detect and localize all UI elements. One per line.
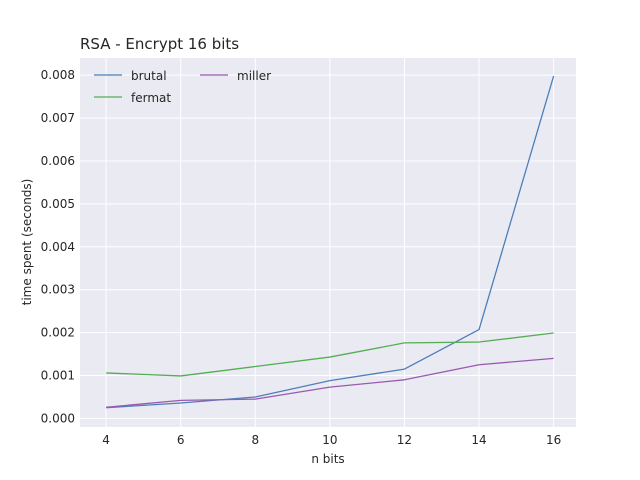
y-tick-labels: 0.000 0.001 0.002 0.003 0.004 0.005 0.006 0.007… [41,68,75,425]
plot-background [80,58,576,427]
x-tick-labels: 4 6 8 10 12 14 16 [102,433,561,447]
series-layer [106,75,555,409]
y-axis-label: time spent (seconds) [20,179,34,306]
grid-lines [80,58,576,427]
chart-title: RSA - Encrypt 16 bits [80,35,239,53]
series-line-fermat [106,332,554,377]
legend-label-brutal: brutal [131,69,167,83]
x-tick-label: 12 [397,433,412,447]
x-tick-label: 6 [177,433,185,447]
x-tick-label: 16 [546,433,561,447]
x-tick-label: 4 [102,433,110,447]
legend-label-miller: miller [237,69,271,83]
y-tick-label: 0.002 [41,326,75,340]
legend: brutal fermat miller [94,69,271,105]
x-tick-label: 14 [471,433,486,447]
x-tick-label: 8 [251,433,259,447]
y-tick-label: 0.001 [41,369,75,383]
series-line-miller [106,357,554,408]
y-tick-label: 0.000 [41,411,75,425]
series-line-brutal [106,75,555,409]
y-tick-label: 0.008 [41,68,75,82]
y-tick-label: 0.006 [41,154,75,168]
y-tick-label: 0.004 [41,240,75,254]
x-axis-label: n bits [311,452,344,466]
y-tick-label: 0.003 [41,283,75,297]
legend-label-fermat: fermat [131,91,171,105]
x-tick-label: 10 [322,433,337,447]
y-tick-label: 0.007 [41,111,75,125]
y-tick-label: 0.005 [41,197,75,211]
